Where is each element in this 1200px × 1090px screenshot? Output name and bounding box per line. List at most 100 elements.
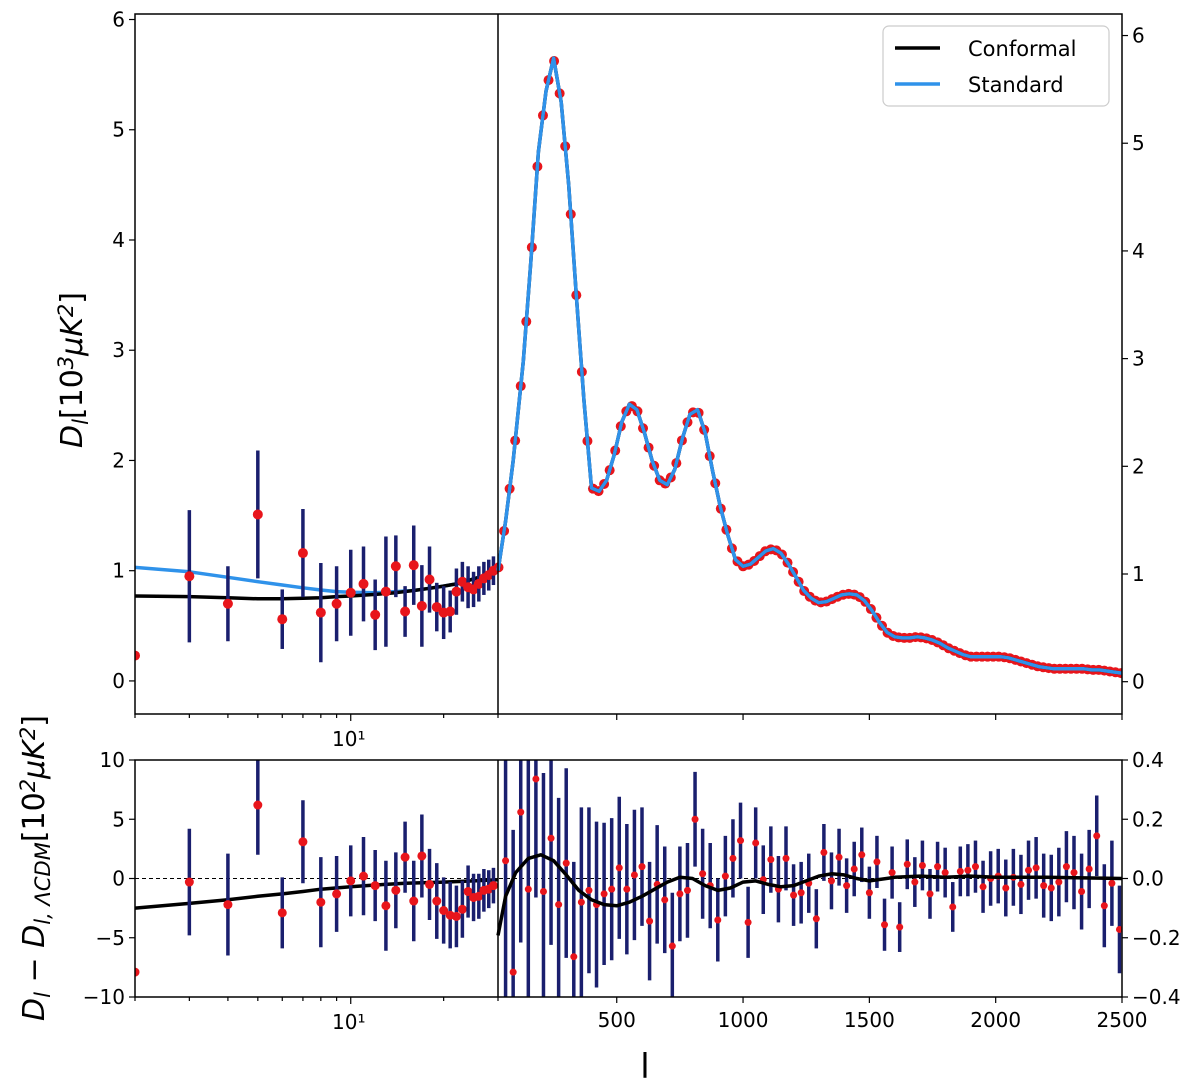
high-l-data-point — [532, 775, 540, 783]
low-l-data-point — [315, 607, 326, 618]
left-y-tick-label: 4 — [112, 228, 125, 252]
low-l-data-point — [381, 901, 391, 911]
high-l-data-point — [767, 856, 775, 864]
right-y-tick-label: 5 — [1132, 131, 1145, 155]
plot-frame — [134, 13, 1123, 715]
high-l-data-point — [865, 889, 873, 897]
linear-x-tick-label: 2000 — [970, 1008, 1021, 1032]
high-l-data-point — [562, 859, 570, 867]
label-part: [10 — [17, 792, 52, 842]
label-part: 2 — [16, 779, 40, 792]
high-l-data-point — [721, 872, 729, 880]
low-l-data-point — [416, 600, 427, 611]
low-l-data-point — [451, 911, 461, 921]
high-l-data-point — [691, 815, 699, 823]
high-l-data-point — [524, 885, 532, 893]
left-y-tick-label: 0 — [112, 669, 125, 693]
high-l-data-point — [1025, 866, 1033, 874]
high-l-data-point — [1002, 884, 1010, 892]
high-l-data-point — [971, 863, 979, 871]
right-y-tick-label: 0.0 — [1132, 867, 1164, 891]
low-l-data-point — [380, 586, 391, 597]
low-l-data-point — [298, 837, 308, 847]
right-y-tick-label: −0.4 — [1132, 985, 1181, 1009]
low-l-data-point — [316, 897, 326, 907]
left-y-tick-label: 0 — [112, 867, 125, 891]
low-l-data-point — [474, 891, 484, 901]
high-l-data-point — [539, 888, 547, 896]
low-l-data-point — [135, 967, 140, 977]
high-l-data-point — [1062, 863, 1070, 871]
label-part: ] — [55, 292, 90, 304]
high-l-data-point — [547, 834, 555, 842]
label-part: D — [17, 998, 52, 1021]
label-part: ] — [17, 715, 52, 727]
high-l-data-point — [1085, 865, 1093, 873]
high-l-data-point — [585, 886, 593, 894]
low-l-data-point — [345, 587, 356, 598]
low-l-data-point — [252, 509, 263, 520]
label-part: μK — [17, 738, 52, 780]
high-l-data-point — [714, 916, 722, 924]
low-l-data-point — [439, 905, 449, 915]
high-l-data-point — [668, 942, 676, 950]
high-l-data-point — [911, 878, 919, 886]
high-l-data-point — [1093, 832, 1101, 840]
high-l-data-point — [918, 861, 926, 869]
right-y-tick-label: 0 — [1132, 670, 1145, 694]
right-y-tick-label: 2 — [1132, 454, 1145, 478]
left-y-tick-label: −10 — [83, 985, 125, 1009]
right-y-tick-label: 0.4 — [1132, 748, 1164, 772]
linear-x-tick-label: 2500 — [1097, 1008, 1148, 1032]
left-y-tick-label: 5 — [112, 118, 125, 142]
low-l-data-point — [417, 851, 427, 861]
label-part: [10 — [55, 369, 90, 419]
right-y-tick-label: 0.2 — [1132, 807, 1164, 831]
high-l-data-point — [903, 860, 911, 868]
low-l-data-point — [463, 887, 473, 897]
label-part: D — [55, 425, 90, 448]
high-l-data-point — [827, 877, 835, 885]
high-l-data-point — [1055, 878, 1063, 886]
low-l-data-point — [488, 881, 498, 891]
log-x-tick-label: 10¹ — [332, 1010, 365, 1034]
axis-labels: Dl[103μK2]Dl − Dl, ΛCDM[102μK2]l — [16, 292, 650, 1087]
high-l-data-point — [600, 890, 608, 898]
low-l-data-point — [408, 560, 419, 571]
high-l-data-point — [623, 885, 631, 893]
low-l-data-point — [332, 889, 342, 899]
left-y-tick-label: 5 — [112, 807, 125, 831]
top-y-axis-label: Dl[103μK2] — [54, 292, 93, 448]
log-x-tick-label: 10¹ — [332, 727, 365, 751]
low-l-data-point — [445, 606, 456, 617]
low-l-data-point — [400, 606, 411, 617]
label-part: μK — [55, 315, 90, 357]
label-part: l — [31, 992, 55, 998]
low-l-data-point — [424, 574, 435, 585]
high-l-data-point — [630, 871, 638, 879]
high-l-data-point — [744, 918, 752, 926]
label-part: 2 — [16, 727, 40, 740]
legend-box — [882, 25, 1110, 107]
high-l-data-point — [502, 857, 510, 865]
low-l-data-point — [358, 578, 369, 589]
label-part: l, ΛCDM — [31, 842, 55, 925]
high-l-data-point — [934, 863, 942, 871]
high-l-data-point — [941, 869, 949, 877]
low-l-data-point — [359, 871, 369, 881]
high-l-standard-curve — [496, 56, 1122, 675]
low-l-data-point — [391, 885, 401, 895]
high-l-residual-curve — [496, 853, 1122, 936]
high-l-data-point — [956, 867, 964, 875]
high-l-data-point — [896, 923, 904, 931]
legend: Conformal Standard — [882, 25, 1110, 107]
high-l-data-point — [1078, 888, 1086, 896]
high-l-data-point — [835, 853, 843, 861]
high-l-data-point — [843, 882, 851, 890]
high-l-data-point — [638, 863, 646, 871]
low-l-data-point — [370, 609, 381, 620]
low-l-data-point — [223, 900, 233, 910]
low-l-data-point — [457, 904, 467, 914]
left-y-tick-label: 2 — [112, 448, 125, 472]
high-l-data-point — [1032, 864, 1040, 872]
